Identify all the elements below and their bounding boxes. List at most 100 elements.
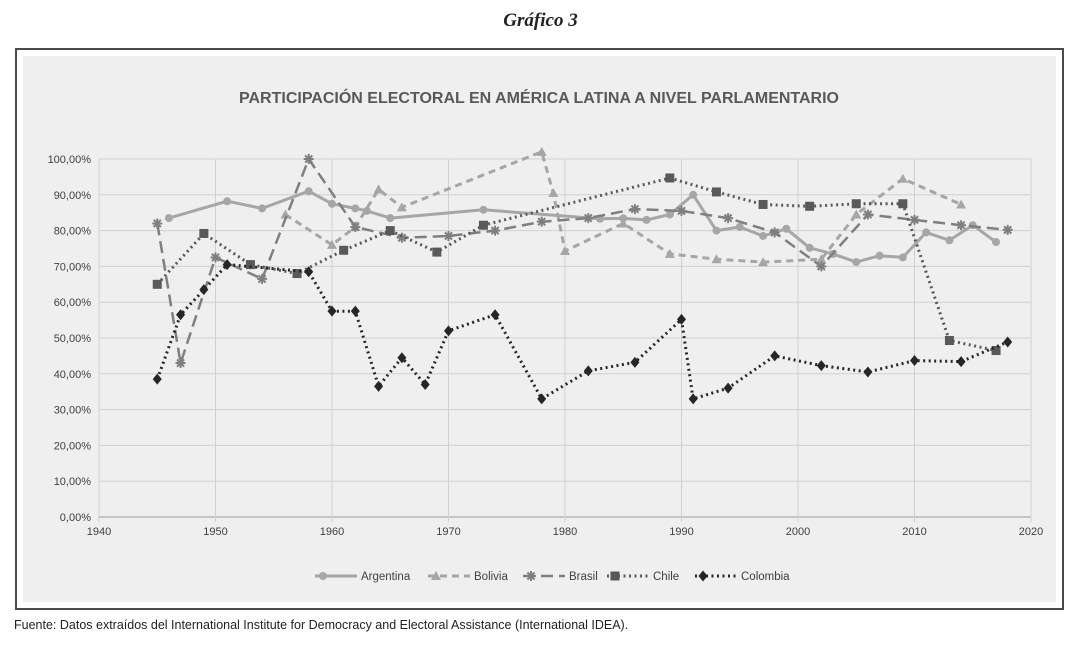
data-point bbox=[222, 259, 232, 271]
data-point bbox=[863, 366, 873, 378]
data-point bbox=[303, 154, 314, 164]
data-point bbox=[816, 360, 826, 372]
legend-item: Argentina bbox=[315, 571, 411, 583]
x-tick-label: 1980 bbox=[553, 526, 577, 538]
series-line bbox=[284, 150, 962, 264]
data-point bbox=[759, 231, 768, 240]
data-point bbox=[479, 205, 488, 214]
data-point bbox=[420, 379, 430, 391]
data-point bbox=[350, 305, 360, 317]
data-point bbox=[444, 325, 453, 337]
data-point bbox=[956, 199, 967, 209]
data-point bbox=[351, 204, 360, 213]
data-point bbox=[583, 213, 594, 224]
source-note: Fuente: Datos extraídos del Internationa… bbox=[14, 618, 629, 632]
data-point bbox=[956, 356, 966, 368]
data-point bbox=[851, 209, 862, 219]
data-point bbox=[723, 382, 733, 394]
data-point bbox=[723, 213, 734, 224]
data-point bbox=[664, 248, 675, 258]
data-point bbox=[805, 243, 814, 252]
data-point bbox=[443, 230, 454, 241]
series-colombia bbox=[152, 259, 1013, 405]
data-point bbox=[1003, 336, 1013, 348]
data-point bbox=[536, 216, 547, 227]
y-tick-label: 20,00% bbox=[54, 440, 92, 452]
data-point bbox=[1002, 224, 1013, 235]
data-point bbox=[816, 254, 827, 264]
legend-marker bbox=[526, 571, 536, 581]
y-tick-label: 0,00% bbox=[60, 512, 91, 524]
data-point bbox=[152, 218, 163, 229]
data-point bbox=[327, 239, 337, 249]
data-point bbox=[711, 254, 722, 264]
x-tick-label: 2010 bbox=[902, 526, 926, 538]
data-point bbox=[292, 269, 302, 279]
legend-item: Bolivia bbox=[428, 571, 508, 583]
data-point bbox=[537, 393, 547, 405]
data-point bbox=[769, 227, 780, 238]
data-point bbox=[665, 210, 674, 219]
data-point bbox=[560, 246, 570, 256]
data-point bbox=[304, 187, 313, 196]
data-point bbox=[945, 236, 954, 245]
legend-label: Bolivia bbox=[474, 571, 508, 583]
data-point bbox=[898, 253, 907, 262]
data-point bbox=[245, 260, 255, 270]
data-point bbox=[922, 228, 931, 237]
data-point bbox=[851, 199, 861, 209]
data-point bbox=[711, 187, 721, 197]
data-point bbox=[897, 173, 908, 183]
data-point bbox=[991, 346, 1001, 356]
data-point bbox=[712, 226, 721, 235]
data-point bbox=[816, 261, 827, 272]
data-point bbox=[199, 284, 209, 296]
data-point bbox=[665, 173, 675, 183]
data-point bbox=[548, 188, 559, 198]
data-point bbox=[152, 373, 162, 385]
y-tick-label: 50,00% bbox=[54, 333, 92, 345]
data-point bbox=[735, 223, 744, 232]
y-tick-label: 40,00% bbox=[54, 369, 92, 381]
data-point bbox=[223, 197, 232, 206]
data-point bbox=[327, 305, 337, 317]
data-point bbox=[758, 257, 769, 267]
data-point bbox=[689, 190, 698, 199]
x-tick-label: 2020 bbox=[1019, 526, 1043, 538]
data-point bbox=[396, 232, 407, 243]
data-point bbox=[164, 214, 173, 223]
legend-marker bbox=[431, 571, 441, 580]
data-point bbox=[758, 199, 768, 209]
series-line bbox=[156, 157, 1008, 365]
data-point bbox=[944, 336, 954, 346]
data-point bbox=[396, 202, 407, 212]
data-point bbox=[583, 365, 593, 377]
x-tick-label: 2000 bbox=[786, 526, 810, 538]
data-point bbox=[805, 201, 815, 211]
data-point bbox=[909, 214, 920, 225]
data-point bbox=[536, 146, 547, 156]
y-tick-label: 70,00% bbox=[54, 261, 92, 273]
x-tick-label: 1970 bbox=[436, 526, 460, 538]
data-point bbox=[432, 247, 442, 257]
data-point bbox=[373, 184, 384, 194]
data-point bbox=[862, 209, 873, 220]
data-point bbox=[478, 220, 488, 230]
data-point bbox=[898, 199, 908, 209]
data-point bbox=[688, 393, 698, 405]
chart-frame: PARTICIPACIÓN ELECTORAL EN AMÉRICA LATIN… bbox=[15, 48, 1064, 610]
data-point bbox=[852, 258, 861, 267]
data-point bbox=[386, 214, 395, 223]
data-point bbox=[910, 355, 919, 367]
data-point bbox=[490, 309, 500, 321]
data-point bbox=[374, 380, 384, 392]
data-point bbox=[258, 204, 267, 213]
data-point bbox=[339, 245, 349, 255]
legend-label: Brasil bbox=[569, 571, 598, 583]
legend-label: Argentina bbox=[361, 571, 411, 583]
x-tick-label: 1950 bbox=[203, 526, 227, 538]
data-point bbox=[199, 228, 209, 238]
data-point bbox=[619, 214, 628, 223]
data-point bbox=[630, 356, 640, 368]
series-bolivia bbox=[280, 146, 967, 267]
